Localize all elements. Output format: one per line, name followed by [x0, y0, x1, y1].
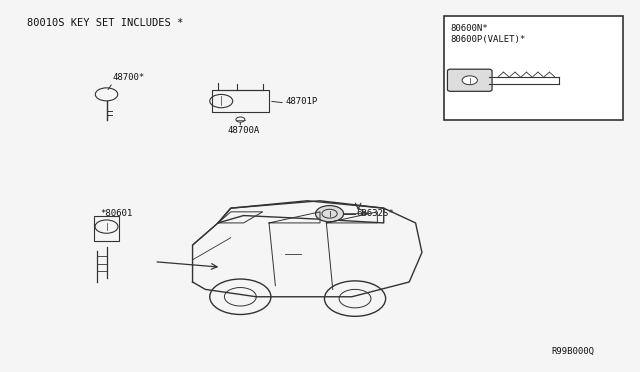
Text: 6B632S*: 6B632S* — [356, 209, 394, 218]
Text: 48700*: 48700* — [113, 73, 145, 81]
Text: 80600N*: 80600N* — [451, 23, 488, 32]
Text: *80601: *80601 — [100, 209, 132, 218]
Text: 80600P(VALET)*: 80600P(VALET)* — [451, 35, 526, 44]
Bar — [444, 16, 623, 119]
Circle shape — [462, 76, 477, 85]
FancyBboxPatch shape — [447, 69, 492, 92]
Bar — [212, 90, 269, 112]
Text: 80010S KEY SET INCLUDES *: 80010S KEY SET INCLUDES * — [27, 18, 183, 28]
Text: 48701P: 48701P — [285, 97, 318, 106]
Text: 48700A: 48700A — [228, 126, 260, 135]
Text: R99B000Q: R99B000Q — [551, 347, 594, 356]
Circle shape — [316, 206, 344, 222]
Bar — [94, 215, 119, 241]
